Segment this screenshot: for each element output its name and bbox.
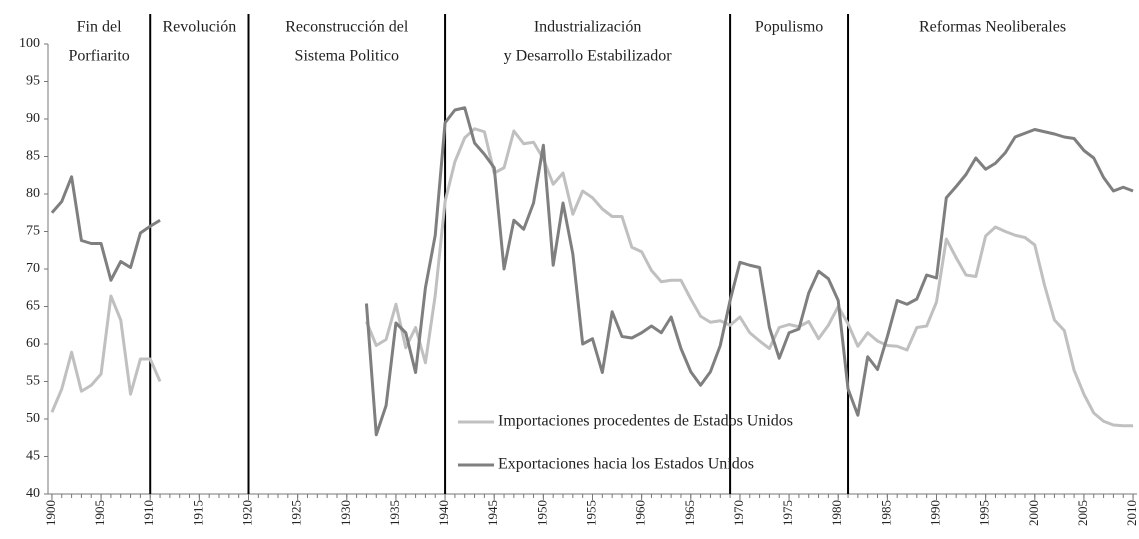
- x-tick-label: 1995: [977, 500, 992, 526]
- x-tick-label: 1965: [682, 500, 697, 526]
- y-tick-label: 80: [26, 186, 40, 201]
- x-tick-label: 1910: [141, 500, 156, 526]
- x-tick-label: 1925: [289, 500, 304, 526]
- y-tick-label: 65: [26, 299, 40, 314]
- y-tick-label: 45: [26, 449, 40, 464]
- x-tick-label: 1980: [829, 500, 844, 526]
- x-tick-label: 1990: [927, 500, 942, 526]
- x-tick-label: 1900: [43, 500, 58, 526]
- y-tick-label: 75: [26, 224, 40, 239]
- period-label: Industrialización: [534, 19, 642, 36]
- x-tick-label: 1950: [534, 500, 549, 526]
- x-tick-label: 2000: [1026, 500, 1041, 526]
- x-tick-label: 1905: [92, 500, 107, 526]
- period-label: Revolución: [162, 19, 236, 36]
- series-line: [50, 106, 1134, 437]
- period-label: Fin del: [77, 19, 122, 36]
- y-tick-label: 55: [26, 374, 40, 389]
- series-line: [50, 127, 1134, 428]
- y-tick-label: 95: [26, 74, 40, 89]
- x-tick-label: 1930: [338, 500, 353, 526]
- y-tick-label: 90: [26, 111, 40, 126]
- y-tick-label: 100: [19, 36, 40, 51]
- x-tick-label: 1915: [190, 500, 205, 526]
- x-tick-label: 1940: [436, 500, 451, 526]
- period-label: Reformas Neoliberales: [919, 19, 1066, 36]
- period-label: Porfiarito: [68, 48, 129, 65]
- x-tick-label: 1945: [485, 500, 500, 526]
- y-tick-label: 85: [26, 149, 40, 164]
- x-tick-label: 2005: [1075, 500, 1090, 526]
- y-tick-label: 40: [26, 486, 40, 501]
- x-tick-label: 1920: [239, 500, 254, 526]
- x-tick-label: 1975: [780, 500, 795, 526]
- x-tick-label: 2010: [1124, 500, 1139, 526]
- x-tick-label: 1960: [633, 500, 648, 526]
- x-tick-label: 1970: [731, 500, 746, 526]
- period-label: y Desarrollo Estabilizador: [504, 48, 673, 65]
- period-label: Reconstrucción del: [285, 19, 409, 36]
- y-tick-label: 50: [26, 411, 40, 426]
- y-tick-label: 60: [26, 336, 40, 351]
- period-label: Populismo: [755, 19, 823, 36]
- period-label: Sistema Politico: [295, 48, 399, 65]
- x-tick-label: 1935: [387, 500, 402, 526]
- x-tick-label: 1985: [878, 500, 893, 526]
- legend-label: Exportaciones hacia los Estados Unidos: [498, 456, 754, 473]
- x-tick-label: 1955: [583, 500, 598, 526]
- y-tick-label: 70: [26, 261, 40, 276]
- legend-label: Importaciones procedentes de Estados Uni…: [498, 413, 793, 430]
